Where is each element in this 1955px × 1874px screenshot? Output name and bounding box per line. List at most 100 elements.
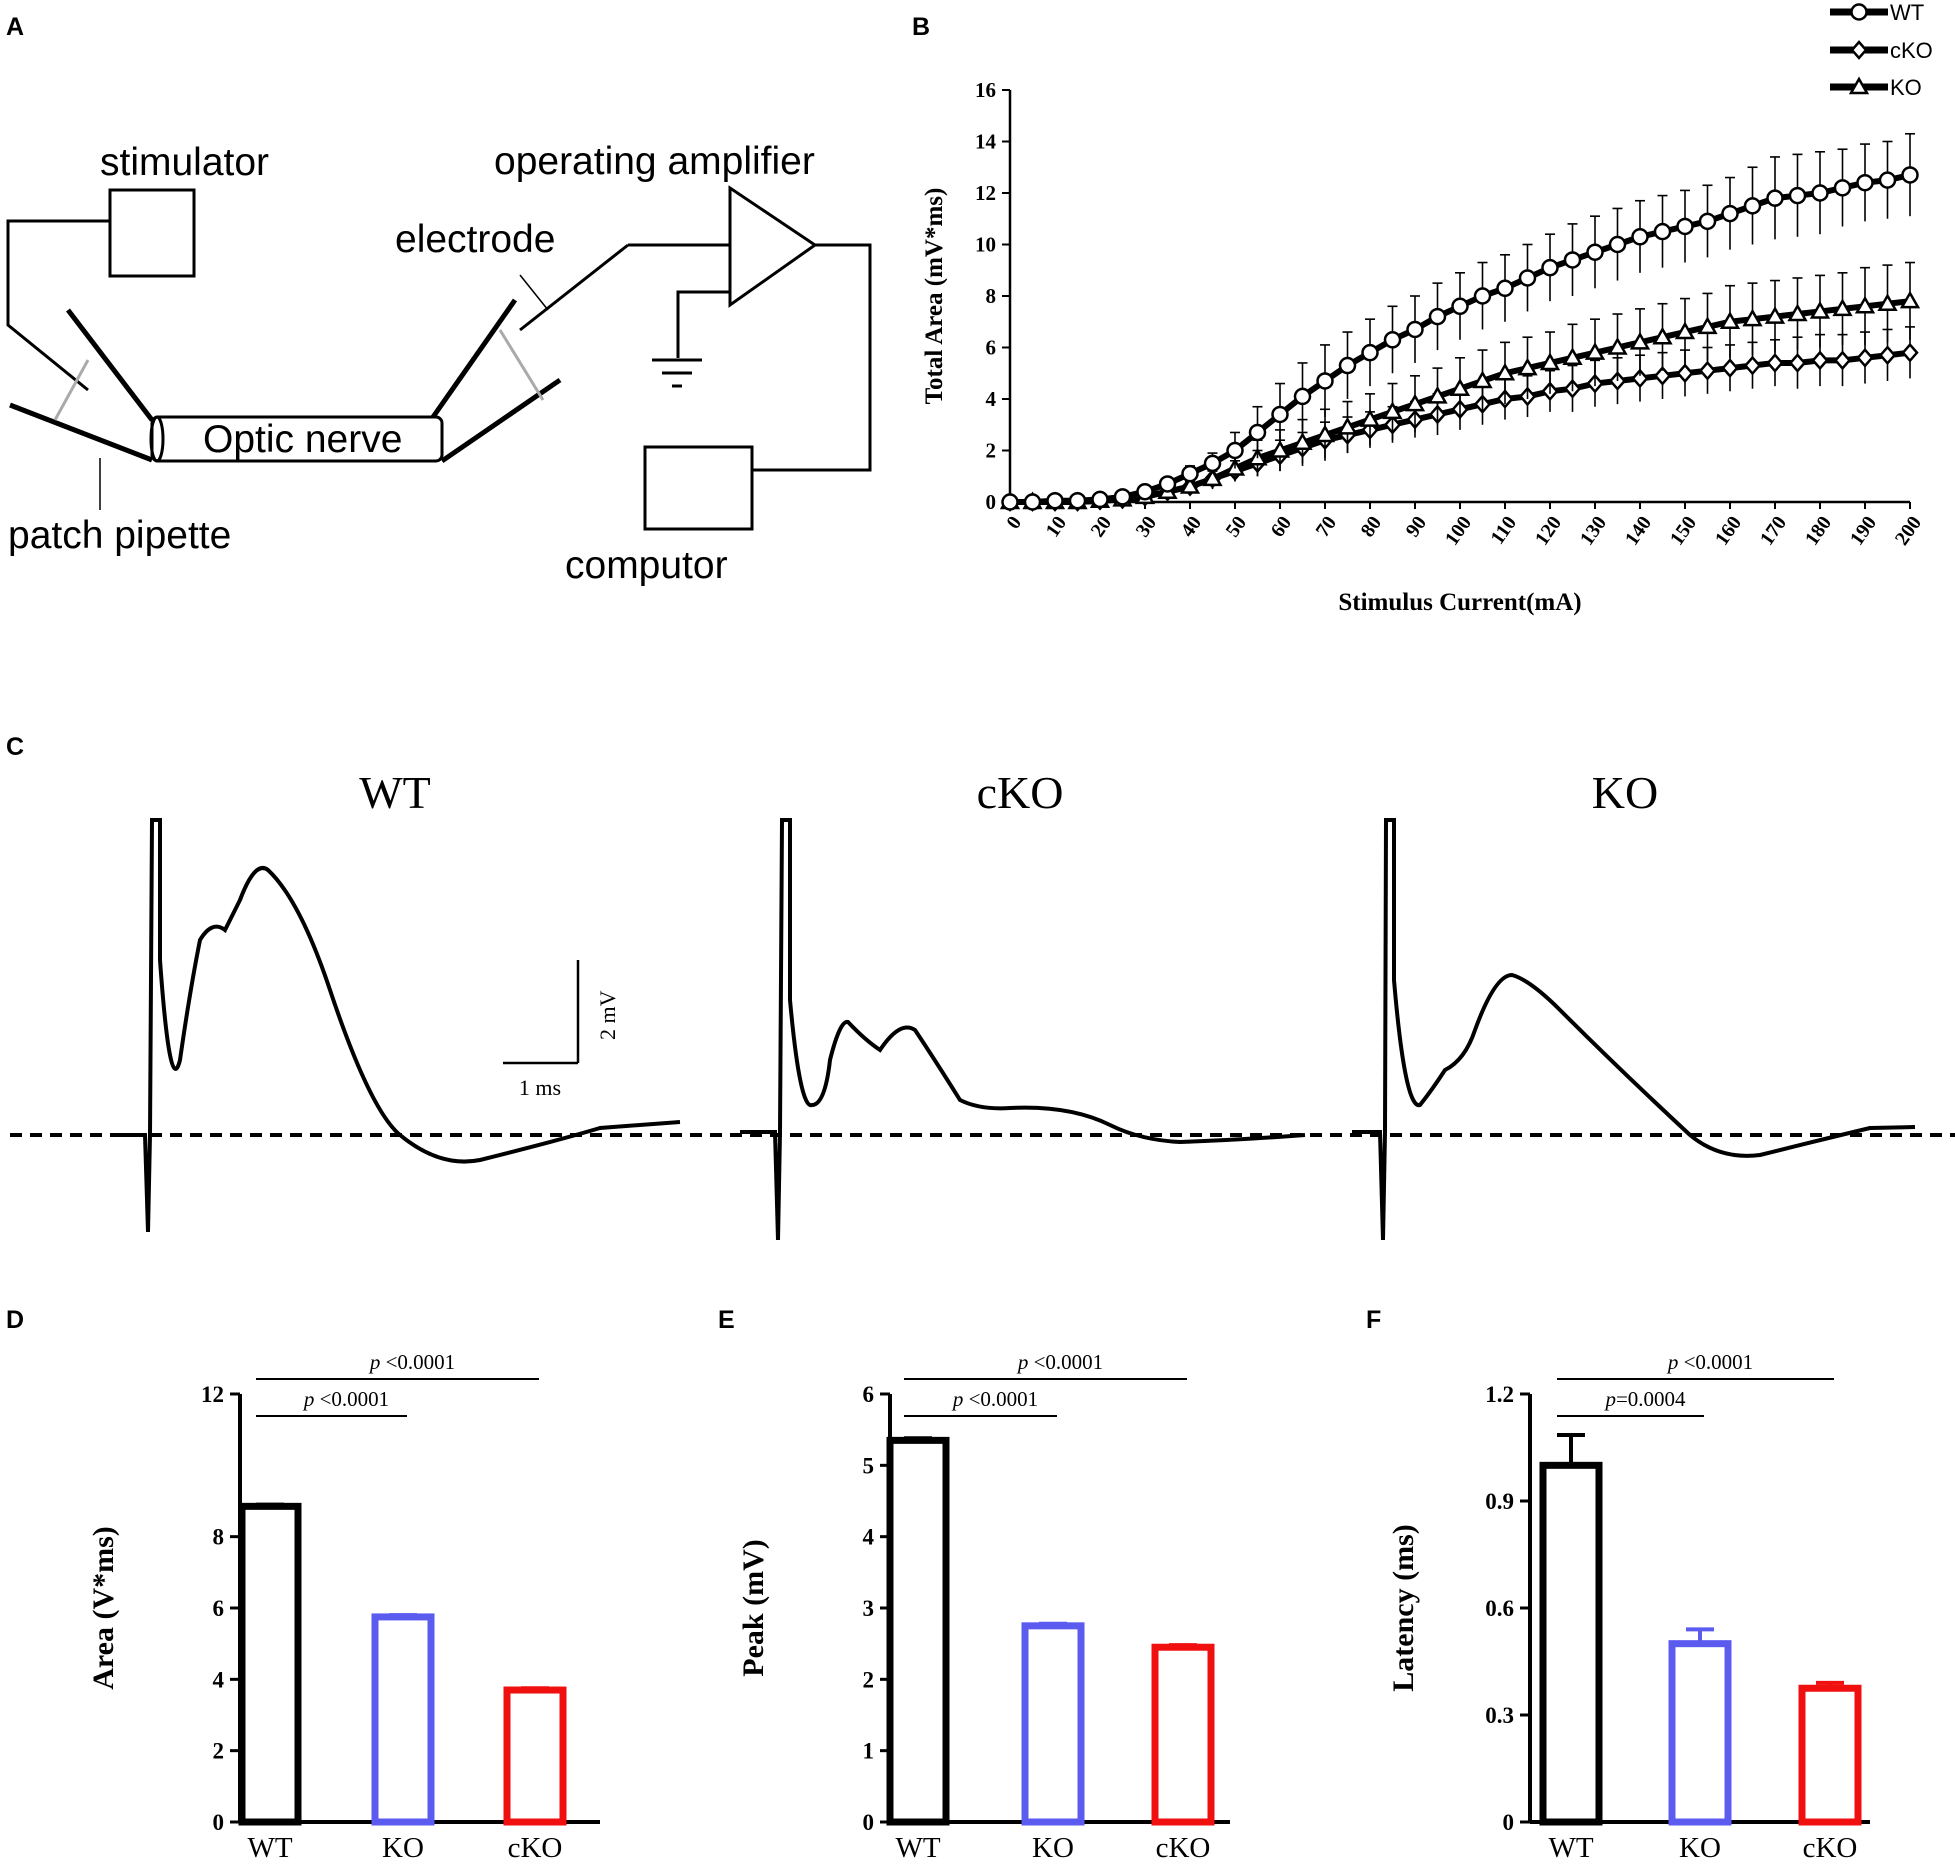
chart-b-y-tick-label: 8 <box>986 284 997 308</box>
chart-b-point <box>1382 401 1403 420</box>
amplifier-triangle <box>728 185 818 308</box>
chart-b-point <box>1404 393 1426 412</box>
chart-b-point <box>1248 423 1267 442</box>
panel-label-f: F <box>1366 1306 1381 1334</box>
chart-b-y-tick-label: 10 <box>975 233 996 257</box>
chart-b-point <box>1833 179 1852 197</box>
chart-b-point <box>1721 204 1739 223</box>
chart-b-point <box>1338 356 1357 375</box>
chart-b-point <box>1764 306 1786 324</box>
chart-b-point <box>1766 353 1784 373</box>
chart-b-point <box>1674 321 1696 340</box>
chart-b-x-tick-label: 30 <box>1132 512 1161 541</box>
chart-b-point <box>1451 297 1469 316</box>
chart-f-p-value: p=0.0004 <box>1603 1387 1686 1411</box>
chart-b-point <box>1181 464 1199 483</box>
p-symbol: p <box>1666 1350 1679 1374</box>
chart-e-category-label: KO <box>1032 1832 1074 1864</box>
chart-b-point <box>1631 368 1649 389</box>
chart-b-point <box>1271 405 1289 424</box>
chart-b-legend-label: cKO <box>1890 38 1933 63</box>
patch-pipette-label: patch pipette <box>8 514 231 557</box>
chart-b-x-tick-label: 180 <box>1801 512 1836 549</box>
chart-b-point <box>1676 363 1694 384</box>
chart-b-point <box>1091 490 1109 509</box>
chart-b-point <box>1473 287 1492 305</box>
p-symbol: p <box>1016 1350 1029 1374</box>
chart-f-category-label: KO <box>1679 1832 1721 1864</box>
panel-label-b: B <box>912 13 930 41</box>
chart-d-bar-ko <box>371 1613 435 1826</box>
chart-b-point <box>1698 360 1717 381</box>
computer-label: computor <box>565 544 728 587</box>
chart-b-x-tick-label: 70 <box>1312 512 1341 541</box>
chart-d-y-tick-label: 2 <box>213 1739 225 1764</box>
chart-b-point <box>1361 343 1379 362</box>
recording-electrode-tip <box>498 329 545 401</box>
chart-b-point <box>1653 222 1672 241</box>
ground-wire <box>676 290 730 358</box>
chart-b-legend-marker <box>1850 3 1868 21</box>
chart-b-point <box>1179 476 1201 494</box>
chart-b-x-tick-label: 150 <box>1666 512 1701 549</box>
chart-b-point <box>1202 468 1223 487</box>
chart-d-category-label: cKO <box>508 1832 563 1864</box>
stimulating-pipette-lower <box>9 402 153 463</box>
chart-b-point <box>1383 331 1402 349</box>
recording-electrode-upper <box>430 298 518 419</box>
chart-b-point <box>1788 353 1807 373</box>
chart-b-point <box>1203 454 1222 473</box>
chart-b-point <box>1743 197 1762 215</box>
chart-b-x-tick-label: 60 <box>1267 512 1296 541</box>
chart-b-x-tick-label: 100 <box>1441 512 1476 549</box>
chart-f-p-value: p <0.0001 <box>1666 1350 1753 1374</box>
p-symbol: p <box>368 1350 381 1374</box>
chart-b-point <box>1023 493 1042 511</box>
scale-bar-voltage-label: 2 mV <box>595 990 620 1040</box>
chart-e-p-value: p <0.0001 <box>951 1387 1038 1411</box>
chart-b-y-tick-label: 12 <box>975 181 996 205</box>
chart-b-point <box>1494 362 1516 381</box>
chart-b-x-tick-label: 20 <box>1087 512 1116 541</box>
setup-diagram: stimulator Optic nerve patch pipette ele… <box>6 140 872 587</box>
chart-b-point <box>1788 186 1807 205</box>
chart-b-point <box>1428 307 1447 326</box>
chart-b-series-wt <box>1001 132 1919 511</box>
amplifier-label: operating amplifier <box>494 140 815 183</box>
chart-b-y-tick-label: 4 <box>986 387 997 411</box>
chart-b-point <box>1113 488 1132 506</box>
chart-e-category-label: WT <box>895 1832 940 1864</box>
chart-e-p-value: p <0.0001 <box>1016 1350 1103 1374</box>
chart-b-point <box>1539 352 1561 371</box>
stimulator-wire <box>6 219 110 392</box>
trace-title-wt: WT <box>359 767 431 818</box>
chart-d-p-value: p <0.0001 <box>302 1387 389 1411</box>
chart-b-point <box>1427 385 1448 404</box>
chart-e-y-tick-label: 1 <box>863 1739 875 1764</box>
chart-b-point <box>1068 491 1087 510</box>
stimulating-pipette-tip <box>53 359 90 421</box>
chart-b-y-tick-label: 16 <box>975 78 996 102</box>
chart-b-point <box>1899 290 1921 309</box>
chart-b-point <box>1743 355 1762 376</box>
chart-e-category-label: cKO <box>1156 1832 1211 1864</box>
chart-b-point <box>1721 358 1739 378</box>
chart-f-bar-wt <box>1539 1461 1603 1826</box>
chart-d-y-tick-label: 0 <box>213 1810 225 1835</box>
chart-f-y-tick-label: 1.2 <box>1485 1382 1514 1407</box>
chart-b-legend-marker <box>1848 76 1870 95</box>
chart-b-legend-marker <box>1850 40 1868 60</box>
panel-label-e: E <box>718 1306 735 1334</box>
chart-e-bar-wt <box>886 1436 950 1826</box>
chart-b-x-tick-label: 0 <box>1002 512 1026 533</box>
chart-b-x-axis-title: Stimulus Current(mA) <box>1338 589 1581 616</box>
p-value-text: <0.0001 <box>314 1387 389 1411</box>
chart-b-point <box>1496 279 1514 298</box>
chart-d-y-tick-label: 12 <box>201 1382 224 1407</box>
chart-f-bar-ko <box>1668 1640 1732 1826</box>
chart-b-point <box>1878 171 1897 189</box>
chart-b-x-tick-label: 40 <box>1177 512 1206 541</box>
